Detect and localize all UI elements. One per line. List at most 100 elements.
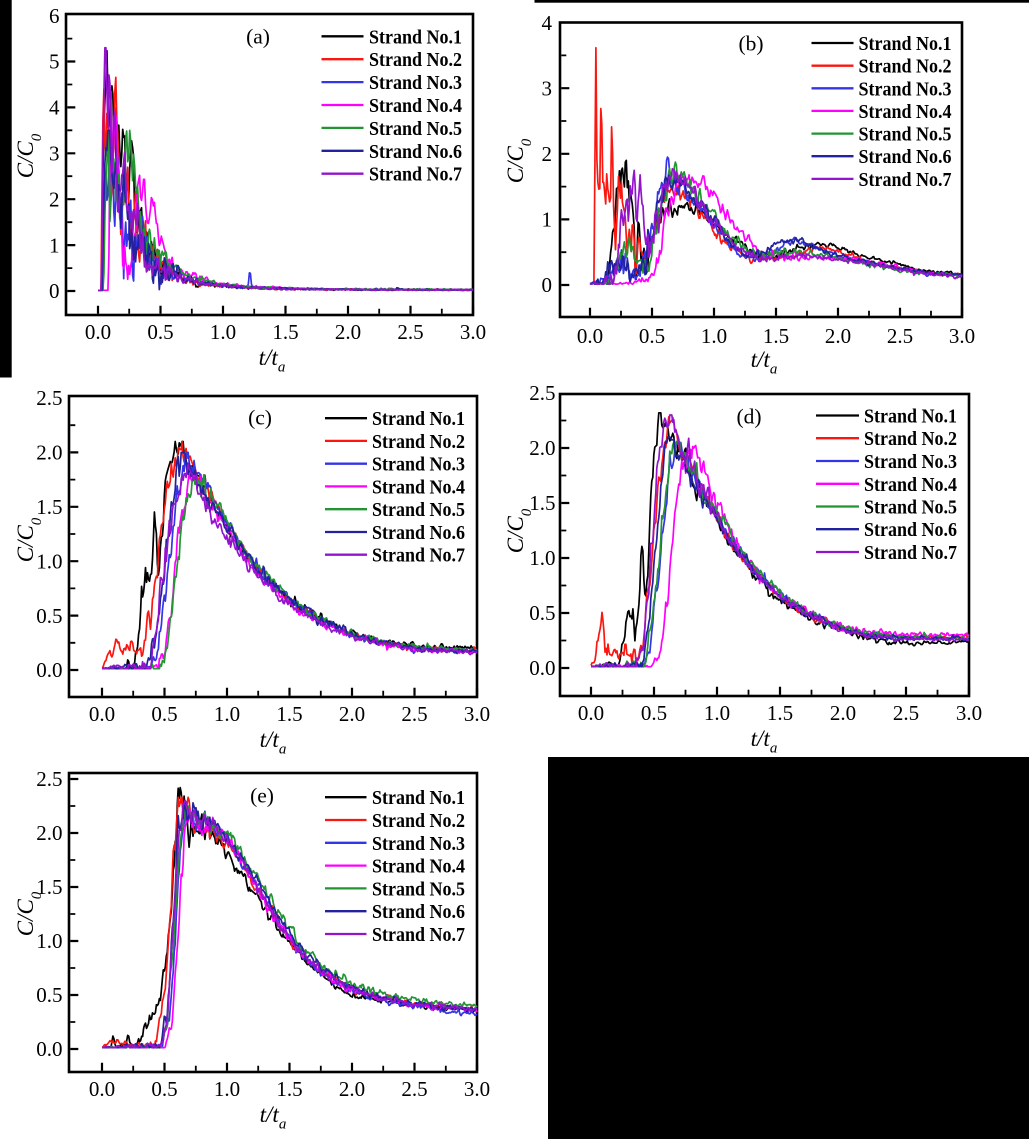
svg-text:Strand No.6: Strand No.6 [372,901,465,923]
svg-text:0.0: 0.0 [578,701,604,725]
svg-text:Strand No.5: Strand No.5 [372,878,465,900]
svg-text:(e): (e) [250,783,274,807]
svg-text:Strand No.4: Strand No.4 [864,474,957,496]
svg-text:0.0: 0.0 [89,1077,115,1101]
svg-text:2.5: 2.5 [401,702,427,726]
svg-text:2.5: 2.5 [887,324,913,348]
svg-text:Strand No.6: Strand No.6 [864,519,957,541]
svg-text:3: 3 [542,76,553,100]
svg-text:1.5: 1.5 [529,491,555,515]
svg-text:0.5: 0.5 [151,1077,177,1101]
svg-text:2.0: 2.0 [339,1077,365,1101]
svg-text:2.5: 2.5 [893,701,919,725]
svg-text:1: 1 [542,208,553,232]
svg-text:0.0: 0.0 [36,1037,62,1061]
svg-text:1.5: 1.5 [767,701,793,725]
svg-text:1.0: 1.0 [214,1077,240,1101]
svg-text:1: 1 [49,233,60,257]
svg-text:Strand No.3: Strand No.3 [864,451,957,473]
svg-text:Strand No.5: Strand No.5 [369,118,462,140]
svg-text:2.5: 2.5 [397,320,423,344]
svg-text:1.0: 1.0 [36,929,62,953]
svg-text:0.0: 0.0 [85,320,111,344]
svg-text:1.5: 1.5 [36,875,62,899]
svg-text:Strand No.4: Strand No.4 [369,95,462,117]
svg-text:0: 0 [49,279,60,303]
svg-text:Strand No.1: Strand No.1 [372,787,465,809]
svg-text:(b): (b) [738,31,763,55]
svg-text:1.5: 1.5 [36,495,62,519]
svg-text:2.5: 2.5 [529,381,555,405]
svg-text:Strand No.4: Strand No.4 [859,101,952,123]
svg-text:Strand No.6: Strand No.6 [859,146,952,168]
svg-text:0: 0 [542,273,553,297]
svg-text:Strand No.2: Strand No.2 [372,810,465,832]
svg-text:1.0: 1.0 [36,549,62,573]
svg-text:2.0: 2.0 [36,821,62,845]
svg-text:2.0: 2.0 [830,701,856,725]
svg-text:Strand No.7: Strand No.7 [369,164,462,186]
svg-text:5: 5 [49,50,60,74]
svg-text:Strand No.6: Strand No.6 [372,522,465,544]
svg-text:0.0: 0.0 [577,324,603,348]
svg-text:6: 6 [49,4,60,28]
svg-text:1.5: 1.5 [763,324,789,348]
svg-text:2: 2 [542,142,553,166]
svg-text:1.5: 1.5 [276,1077,302,1101]
svg-text:Strand No.7: Strand No.7 [864,542,957,564]
svg-text:2.0: 2.0 [335,320,361,344]
svg-text:3.0: 3.0 [464,702,490,726]
svg-text:Strand No.5: Strand No.5 [864,497,957,519]
svg-text:3.0: 3.0 [464,1077,490,1101]
svg-text:Strand No.7: Strand No.7 [859,169,952,191]
svg-text:0.5: 0.5 [151,702,177,726]
svg-text:2.0: 2.0 [36,441,62,465]
svg-text:Strand No.2: Strand No.2 [864,428,957,450]
svg-text:Strand No.1: Strand No.1 [369,26,462,48]
svg-text:2.5: 2.5 [36,767,62,791]
svg-text:1.0: 1.0 [214,702,240,726]
svg-text:0.0: 0.0 [36,658,62,682]
svg-text:1.0: 1.0 [529,546,555,570]
svg-text:2.0: 2.0 [339,702,365,726]
svg-text:Strand No.4: Strand No.4 [372,856,465,878]
svg-text:1.0: 1.0 [701,324,727,348]
svg-text:Strand No.3: Strand No.3 [372,833,465,855]
svg-text:0.5: 0.5 [639,324,665,348]
svg-text:(c): (c) [248,405,272,429]
svg-text:1.5: 1.5 [272,320,298,344]
svg-text:0.5: 0.5 [36,604,62,628]
svg-text:Strand No.4: Strand No.4 [372,476,465,498]
svg-text:2.5: 2.5 [36,386,62,410]
svg-text:4: 4 [49,96,60,120]
svg-text:(a): (a) [246,24,270,48]
svg-text:Strand No.3: Strand No.3 [372,454,465,476]
svg-text:0.5: 0.5 [641,701,667,725]
svg-text:Strand No.1: Strand No.1 [864,406,957,428]
svg-text:Strand No.7: Strand No.7 [372,545,465,567]
svg-text:(d): (d) [736,404,761,428]
svg-text:1.5: 1.5 [276,702,302,726]
svg-text:2.0: 2.0 [825,324,851,348]
svg-text:Strand No.2: Strand No.2 [372,431,465,453]
svg-text:Strand No.5: Strand No.5 [859,124,952,146]
svg-text:2.0: 2.0 [529,436,555,460]
svg-text:0.0: 0.0 [529,656,555,680]
svg-text:Strand No.3: Strand No.3 [859,78,952,100]
svg-text:Strand No.5: Strand No.5 [372,499,465,521]
svg-text:1.0: 1.0 [704,701,730,725]
svg-text:3.0: 3.0 [956,701,982,725]
svg-text:3.0: 3.0 [949,324,975,348]
svg-text:1.0: 1.0 [210,320,236,344]
svg-text:0.5: 0.5 [147,320,173,344]
svg-text:0.5: 0.5 [36,983,62,1007]
svg-text:Strand No.2: Strand No.2 [859,56,952,78]
svg-text:Strand No.3: Strand No.3 [369,72,462,94]
svg-text:2: 2 [49,187,60,211]
svg-text:Strand No.2: Strand No.2 [369,49,462,71]
svg-text:3: 3 [49,142,60,166]
svg-text:Strand No.1: Strand No.1 [372,408,465,430]
svg-text:3.0: 3.0 [460,320,486,344]
svg-text:Strand No.1: Strand No.1 [859,33,952,55]
svg-text:4: 4 [542,11,553,35]
